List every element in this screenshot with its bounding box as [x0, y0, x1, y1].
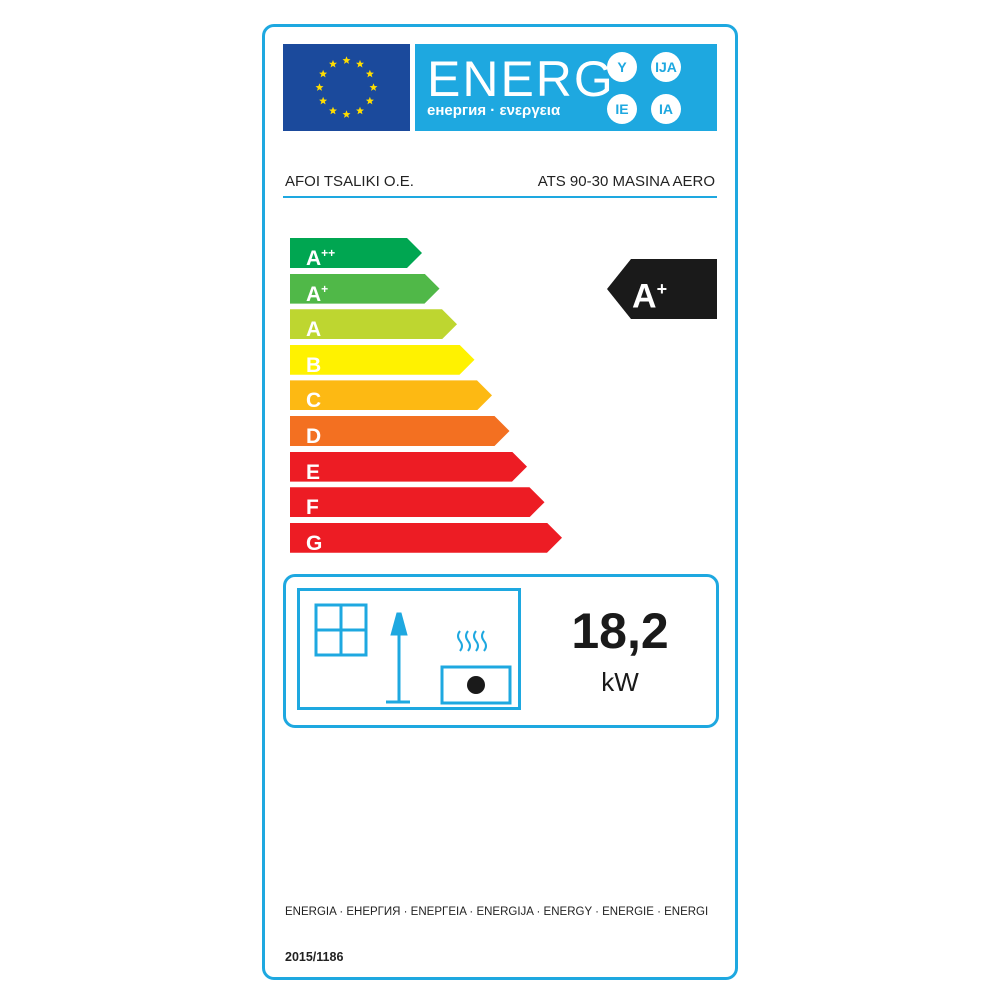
suffix-badge: IE	[607, 94, 637, 124]
energ-title: ENERG	[427, 51, 615, 107]
star-icon	[329, 59, 337, 68]
heat-output-value: 18,2	[571, 603, 669, 659]
star-icon	[365, 96, 374, 105]
window-icon	[314, 603, 368, 657]
languages-line: ENERGIA · ЕНЕРГИЯ · ΕΝΕΡΓΕΙΑ · ENERGIJA …	[285, 906, 709, 918]
heat-output-unit: kW	[601, 667, 639, 697]
scale-letter: B	[306, 353, 322, 377]
star-icon	[329, 106, 337, 115]
scale-bar: A	[290, 309, 457, 339]
scale-sup: ++	[321, 246, 336, 260]
scale-letter: E	[306, 460, 321, 484]
model-name: ATS 90-30 MASINA AERO	[537, 173, 715, 190]
star-icon	[342, 56, 351, 64]
star-icon	[365, 69, 374, 78]
suffix-badge: IA	[651, 94, 681, 124]
supplier-name: AFOI TSALIKI O.E.	[285, 173, 414, 190]
scale-letter: D	[306, 425, 322, 448]
scale-bar: G	[290, 523, 562, 553]
star-icon	[319, 96, 328, 105]
label-frame	[262, 24, 738, 980]
star-icon	[356, 106, 364, 115]
scale-letter: A	[306, 247, 322, 270]
star-icon	[319, 69, 328, 78]
scale-bar: B	[290, 345, 475, 375]
scale-letter: C	[306, 389, 322, 413]
scale-sup: +	[321, 281, 329, 296]
lamp-icon	[386, 612, 410, 704]
stove-icon	[440, 630, 512, 705]
rating-indicator: A+	[607, 259, 717, 319]
rating-letter: A	[632, 277, 657, 316]
scale-letter: F	[306, 496, 319, 520]
scale-letter: A	[306, 318, 322, 342]
output-box	[283, 574, 719, 728]
regulation-number: 2015/1186	[285, 950, 344, 964]
scale-bar: F	[290, 487, 545, 517]
star-icon	[356, 59, 364, 68]
scale-bar: E	[290, 452, 527, 482]
scale-letter: G	[306, 531, 323, 555]
energy-header: ENERG енергия · ενεργεια Y IJA IE IA	[415, 44, 717, 131]
star-icon	[369, 83, 378, 91]
star-icon	[342, 110, 351, 118]
room-heating-pictogram	[297, 588, 521, 710]
eu-flag-icon	[283, 44, 410, 131]
suffix-badge: Y	[607, 52, 637, 82]
star-icon	[315, 83, 324, 91]
divider	[283, 196, 717, 198]
scale-bar: C	[290, 380, 492, 410]
scale-bar: D	[290, 416, 510, 446]
scale-bar: A++	[290, 238, 422, 268]
energ-subtitle: енергия · ενεργεια	[427, 102, 561, 119]
rating-sup: +	[656, 279, 668, 299]
suffix-badge: IJA	[651, 52, 681, 82]
scale-letter: A	[306, 282, 322, 306]
scale-bar: A+	[290, 274, 440, 304]
